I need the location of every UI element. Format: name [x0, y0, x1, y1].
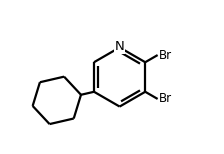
Text: Br: Br	[159, 49, 172, 62]
Text: Br: Br	[159, 92, 172, 105]
Text: N: N	[115, 40, 125, 53]
